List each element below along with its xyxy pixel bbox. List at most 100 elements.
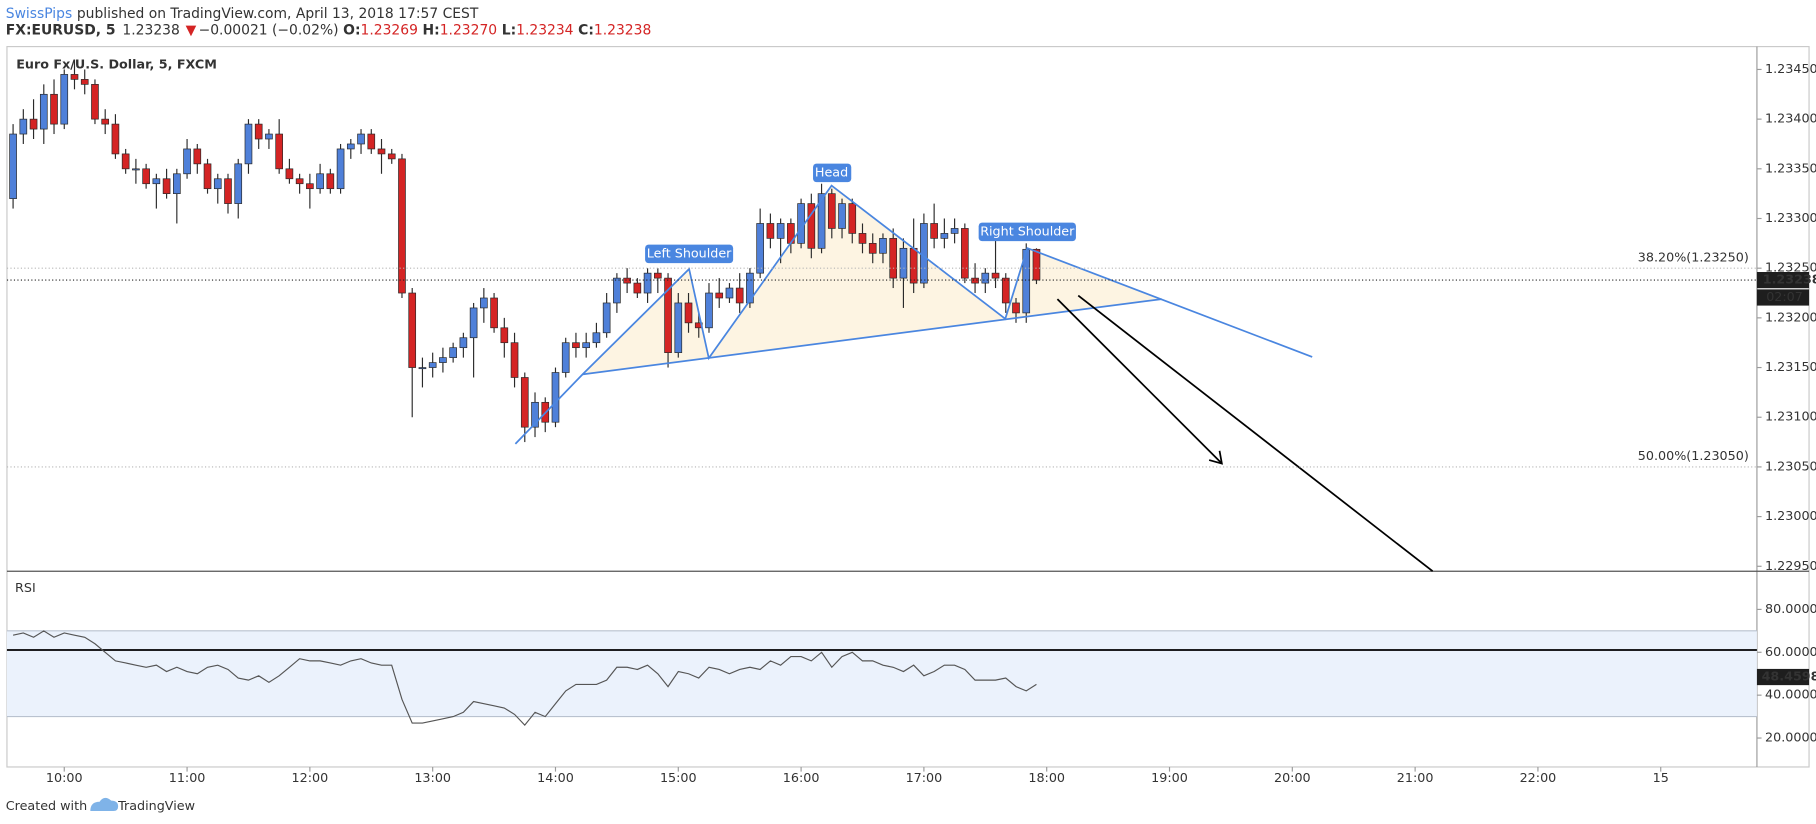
candle-body — [725, 287, 734, 299]
candle-body — [60, 74, 69, 125]
candle-body — [930, 223, 938, 239]
candle-body — [398, 158, 406, 294]
candle-body — [285, 168, 294, 180]
candle-body — [39, 93, 48, 130]
candle-body — [101, 118, 110, 125]
y-tick-label: 1.23400 — [1765, 112, 1816, 127]
candle-body — [684, 302, 693, 324]
candle-body — [142, 168, 150, 185]
rsi-tick-label: 60.0000 — [1765, 645, 1816, 660]
candle-body — [797, 203, 805, 244]
neckline[interactable] — [582, 298, 1162, 376]
candle-body — [224, 178, 232, 204]
label-box[interactable] — [813, 163, 852, 183]
candle-body — [602, 302, 611, 334]
candle-body — [490, 297, 498, 329]
candle-body — [756, 223, 764, 274]
x-tick-label: 15:00 — [660, 771, 697, 786]
readout-key: O: — [343, 22, 360, 38]
author[interactable]: SwissPips — [6, 6, 72, 22]
label-box[interactable] — [978, 222, 1076, 242]
candle-body — [162, 178, 171, 195]
candle-body — [971, 277, 979, 284]
logo — [90, 797, 119, 811]
arrow-line[interactable] — [1056, 298, 1223, 465]
candle-body — [776, 223, 785, 239]
candle-body — [879, 238, 887, 254]
y-tick-label: 1.23250 — [1765, 261, 1816, 276]
footer-brand[interactable]: TradingView — [117, 799, 195, 814]
candle-body — [254, 123, 263, 140]
candle-body — [132, 168, 140, 171]
rsi-tag-label: 48.4598 — [1762, 670, 1816, 685]
candle-body — [408, 292, 417, 368]
pattern-line[interactable] — [514, 184, 1313, 445]
rsi-title: RSI — [15, 581, 36, 596]
candle-body — [50, 93, 58, 125]
x-tick-label: 18:00 — [1028, 771, 1065, 786]
symbol: FX:EURUSD, 5 — [6, 22, 116, 38]
x-tick-label: 21:00 — [1397, 771, 1434, 786]
x-tick-label: 16:00 — [783, 771, 820, 786]
candle-body — [920, 223, 928, 284]
candle-body — [858, 233, 867, 244]
candle-body — [889, 238, 898, 279]
candle-body — [265, 133, 273, 140]
countdown-label: 02:07 — [1766, 290, 1803, 305]
candle-body — [234, 163, 243, 204]
x-tick-label: 22:00 — [1520, 771, 1557, 786]
candle-body — [561, 342, 570, 373]
candle-body — [29, 118, 38, 130]
arrow: ▼ — [186, 22, 197, 38]
published: published on TradingView.com, April 13, … — [77, 6, 479, 22]
candle-body — [418, 367, 427, 370]
last: 1.23238 — [122, 22, 179, 38]
candle-body — [316, 173, 324, 190]
footer-text: Created with — [6, 799, 87, 814]
candle-body — [653, 272, 662, 279]
candle-body — [766, 223, 775, 239]
candle-body — [9, 133, 17, 199]
candle-body — [868, 242, 877, 254]
y-tick-label: 1.23450 — [1765, 62, 1816, 77]
candle-body — [961, 228, 969, 279]
candle-body — [643, 272, 652, 294]
candle-body — [520, 377, 529, 428]
arrow-line[interactable] — [1077, 294, 1434, 572]
candle-body — [940, 233, 949, 239]
candle-body — [439, 357, 447, 363]
price-tag — [1756, 272, 1810, 289]
candle-body — [735, 287, 744, 304]
y-tick-label: 1.23100 — [1765, 410, 1816, 425]
candle-body — [346, 143, 355, 150]
rsi-tick-label: 20.0000 — [1765, 731, 1816, 746]
x-tick-label: 20:00 — [1274, 771, 1311, 786]
annotation: Right Shoulder — [980, 224, 1075, 239]
candle-body — [838, 203, 846, 229]
candle-body — [613, 277, 621, 304]
candle-body — [244, 123, 253, 165]
annotation: Head — [815, 165, 848, 180]
header-line: SwissPips published on TradingView.com, A… — [6, 6, 479, 22]
rsi-tag — [1756, 668, 1810, 686]
candle-body — [80, 79, 89, 85]
arrow-head — [1208, 450, 1223, 465]
y-tick-label: 1.23050 — [1765, 459, 1816, 474]
candle-body — [500, 327, 509, 344]
candle-body — [551, 372, 560, 423]
candle-body — [1032, 248, 1041, 281]
candle-body — [817, 193, 826, 249]
readout-key: C: — [578, 22, 594, 38]
label-box[interactable] — [645, 244, 734, 264]
candle-body — [275, 133, 283, 170]
candle-body — [909, 247, 918, 284]
x-tick-label: 13:00 — [414, 771, 451, 786]
change: −0.00021 (−0.02%) — [199, 22, 339, 38]
rsi-tick-label: 80.0000 — [1765, 602, 1816, 617]
candle-body — [428, 362, 437, 368]
candle-body — [336, 148, 345, 190]
readout-key: H: — [423, 22, 440, 38]
candle-body — [664, 277, 672, 353]
x-tick-label: 19:00 — [1151, 771, 1188, 786]
candle-body — [705, 292, 713, 329]
